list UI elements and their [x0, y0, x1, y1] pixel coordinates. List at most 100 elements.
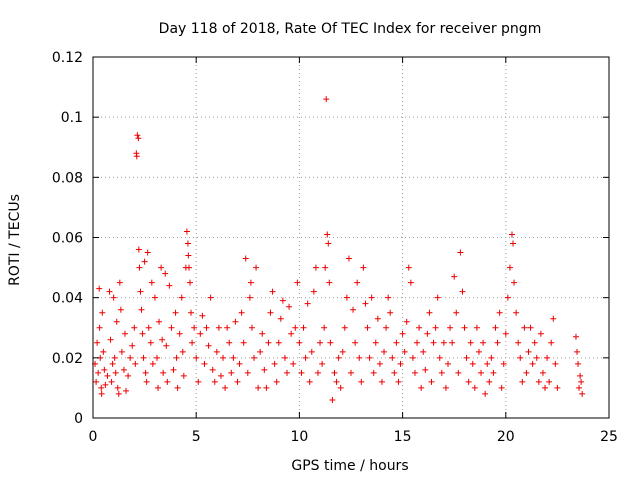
scatter-point [286, 303, 293, 310]
scatter-point [259, 330, 266, 337]
scatter-point [224, 324, 231, 331]
scatter-point [279, 297, 286, 304]
scatter-point [197, 330, 204, 337]
x-axis-label: GPS time / hours [291, 458, 408, 474]
scatter-point [535, 378, 542, 385]
scatter-point [393, 339, 400, 346]
scatter-point [158, 264, 165, 271]
scatter-point [537, 330, 544, 337]
scatter-point [207, 294, 214, 301]
scatter-point [492, 324, 499, 331]
scatter-point [255, 384, 262, 391]
scatter-point [407, 279, 414, 286]
scatter-point [542, 384, 549, 391]
scatter-point [529, 360, 536, 367]
scatter-point [209, 366, 216, 373]
scatter-point [140, 354, 147, 361]
scatter-point [345, 255, 352, 262]
scatter-point [246, 294, 253, 301]
scatter-point [156, 318, 163, 325]
scatter-point [376, 360, 383, 367]
scatter-point [387, 309, 394, 316]
scatter-point [312, 264, 319, 271]
scatter-point [115, 390, 122, 397]
scatter-point [99, 309, 106, 316]
scatter-point [123, 387, 130, 394]
scatter-point [160, 369, 167, 376]
scatter-point [244, 369, 251, 376]
scatter-point [455, 369, 462, 376]
scatter-point [114, 384, 121, 391]
scatter-point [513, 309, 520, 316]
scatter-point [465, 378, 472, 385]
scatter-point [459, 288, 466, 295]
scatter-point [511, 279, 518, 286]
scatter-point [461, 324, 468, 331]
scatter-point [230, 354, 237, 361]
x-tick-label: 5 [192, 429, 201, 445]
x-tick-label: 20 [497, 429, 515, 445]
scatter-point [420, 348, 427, 355]
scatter-point [397, 360, 404, 367]
scatter-point [440, 339, 447, 346]
scatter-point [185, 264, 192, 271]
scatter-point [184, 240, 191, 247]
scatter-point [147, 339, 154, 346]
scatter-point [364, 324, 371, 331]
scatter-point [187, 279, 194, 286]
x-tick-label: 10 [290, 429, 308, 445]
scatter-point [368, 294, 375, 301]
scatter-point [185, 252, 192, 259]
scatter-point [475, 348, 482, 355]
scatter-point [110, 294, 117, 301]
scatter-point [422, 366, 429, 373]
scatter-point [306, 378, 313, 385]
scatter-point [434, 294, 441, 301]
scatter-point [356, 354, 363, 361]
x-tick-label: 0 [89, 429, 98, 445]
scatter-point [449, 339, 456, 346]
scatter-point [339, 348, 346, 355]
scatter-point [327, 339, 334, 346]
scatter-point [343, 294, 350, 301]
y-tick-label: 0.04 [52, 291, 83, 307]
scatter-point [473, 324, 480, 331]
scatter-point [183, 228, 190, 235]
scatter-point [155, 384, 162, 391]
scatter-point [95, 369, 102, 376]
scatter-point [544, 354, 551, 361]
scatter-point [436, 354, 443, 361]
scatter-point [168, 324, 175, 331]
scatter-point [521, 324, 528, 331]
scatter-point [191, 324, 198, 331]
scatter-point [273, 378, 280, 385]
scatter-point [574, 348, 581, 355]
y-tick-label: 0.1 [61, 110, 83, 126]
scatter-point [127, 354, 134, 361]
scatter-point [271, 360, 278, 367]
scatter-point [426, 309, 433, 316]
scatter-point [576, 384, 583, 391]
scatter-point [213, 348, 220, 355]
scatter-point [525, 348, 532, 355]
scatter-point [486, 378, 493, 385]
scatter-point [333, 378, 340, 385]
scatter-point [337, 384, 344, 391]
scatter-point [104, 372, 111, 379]
scatter-point [172, 309, 179, 316]
scatter-point [142, 369, 149, 376]
scatter-point [366, 354, 373, 361]
scatter-point [263, 384, 270, 391]
scatter-point [281, 354, 288, 361]
scatter-point [480, 339, 487, 346]
scatter-point [174, 384, 181, 391]
scatter-point [135, 135, 142, 142]
scatter-point [163, 342, 170, 349]
scatter-point [247, 279, 254, 286]
scatter-point [179, 348, 186, 355]
scatter-point [494, 339, 501, 346]
scatter-point [125, 372, 132, 379]
scatter-point [550, 315, 557, 322]
scatter-point [323, 96, 330, 103]
scatter-point [304, 300, 311, 307]
